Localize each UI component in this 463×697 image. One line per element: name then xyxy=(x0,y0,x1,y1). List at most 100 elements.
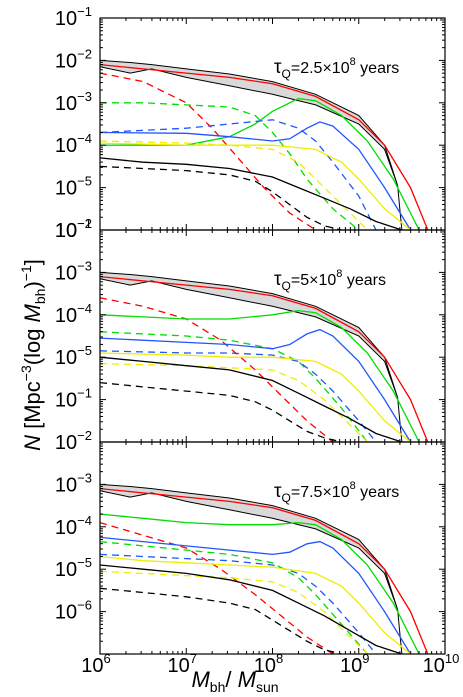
panel-1: 10−110−210−310−410−510−1τQ=2.5×108 years xyxy=(55,4,446,242)
x-tick-label-base: 10 xyxy=(81,655,103,677)
y-tick-label: 10−5 xyxy=(55,555,92,581)
y-tick-label-base: 10 xyxy=(55,220,77,242)
y-tick-label-base: 10 xyxy=(55,135,77,157)
series-line-3 xyxy=(100,309,420,442)
y-tick-label-base: 10 xyxy=(55,432,77,454)
series-line-8 xyxy=(100,140,368,230)
series-line-3 xyxy=(100,513,420,654)
series-line-7 xyxy=(100,555,411,654)
y-tick-label-base: 10 xyxy=(55,262,77,284)
y-tick-label-exp: −3 xyxy=(77,89,92,104)
annotation-exp: 8 xyxy=(350,56,356,68)
series-line-6 xyxy=(100,553,377,654)
y-tick-label-base: 10 xyxy=(55,390,77,412)
y-tick-label-exp: −3 xyxy=(77,470,92,485)
series-line-3 xyxy=(100,97,420,230)
x-axis-label: Mbh/ Msun xyxy=(191,667,278,695)
series-line-4 xyxy=(100,540,368,654)
y-tick-label: 10−3 xyxy=(55,89,92,115)
y-axis-label: N [Mpc−3(log Mbh)−1] xyxy=(18,259,48,451)
y-tick-label-exp: −4 xyxy=(77,301,92,316)
y-tick-label-base: 10 xyxy=(55,559,77,581)
plot-area xyxy=(100,483,429,654)
y-tick-label-exp: −4 xyxy=(77,513,92,528)
y-axis-label-n: N xyxy=(20,435,45,451)
x-tick-label: 108 xyxy=(254,651,283,677)
x-tick-label-base: 10 xyxy=(168,655,190,677)
y-tick-label-exp: −2 xyxy=(77,428,92,443)
series-line-1 xyxy=(100,275,429,442)
x-tick-label-exp: 7 xyxy=(190,651,197,666)
x-tick-label-base: 10 xyxy=(423,655,445,677)
series-line-8 xyxy=(100,570,368,654)
series-line-9 xyxy=(100,157,403,230)
panel-annotation: τQ=7.5×108 years xyxy=(274,480,399,505)
annotation-exp: 8 xyxy=(350,480,356,492)
series-line-7 xyxy=(100,352,411,442)
panel-3: 10−210−310−410−510−6τQ=7.5×108 years xyxy=(55,428,446,655)
series-line-2 xyxy=(100,72,316,230)
x-tick-label-base: 10 xyxy=(340,655,362,677)
y-tick-label: 10−3 xyxy=(55,470,92,496)
y-tick-label: 10−4 xyxy=(55,513,92,539)
panel-2: 10−210−310−410−510−1τQ=5×108 years xyxy=(55,216,446,443)
y-tick-label-exp: −2 xyxy=(77,46,92,61)
x-axis-label-sub2: sun xyxy=(256,679,279,695)
y-tick-label-base: 10 xyxy=(55,93,77,115)
annotation-tau: τ xyxy=(274,269,282,290)
y-tick-label-exp: −1 xyxy=(77,4,92,19)
y-tick-label: 10−2 xyxy=(55,46,92,72)
y-tick-label-exp: −5 xyxy=(77,343,92,358)
y-tick-label: 10−5 xyxy=(55,174,92,200)
series-line-6 xyxy=(100,350,377,442)
annotation-sub: Q xyxy=(282,67,291,81)
y-axis-label-close: ) xyxy=(20,281,45,288)
series-line-4 xyxy=(100,102,360,230)
series-line-5 xyxy=(100,536,412,654)
y-tick-label-exp: −5 xyxy=(77,555,92,570)
series-line-9 xyxy=(100,356,403,442)
y-axis-label-exp: −3 xyxy=(18,365,34,381)
series-line-7 xyxy=(100,142,411,230)
y-tick-label: 10−1 xyxy=(55,386,92,412)
y-axis-label-sub: bh xyxy=(32,289,48,305)
annotation-tail: years xyxy=(356,60,400,77)
series-line-10 xyxy=(100,587,342,654)
x-tick-label: 109 xyxy=(340,651,369,677)
x-axis-label-slash: / xyxy=(225,667,237,692)
series-line-2 xyxy=(100,521,334,654)
panel-frame xyxy=(99,441,446,655)
plot-area xyxy=(100,271,429,442)
y-axis-label-exp2: −1 xyxy=(18,265,34,281)
y-tick-label: 10−4 xyxy=(55,131,92,157)
x-tick-label-exp: 10 xyxy=(445,651,459,666)
x-tick-label: 1010 xyxy=(423,651,460,677)
y-tick-label: 10−4 xyxy=(55,301,92,327)
series-line-6 xyxy=(100,119,377,230)
annotation-sub: Q xyxy=(282,491,291,505)
x-tick-label-exp: 8 xyxy=(276,651,283,666)
y-axis-label-m: M xyxy=(20,303,45,322)
series-line-5 xyxy=(100,121,412,230)
y-tick-label-exp: −5 xyxy=(77,174,92,189)
y-tick-label-base: 10 xyxy=(55,517,77,539)
x-tick-label-exp: 9 xyxy=(362,651,369,666)
y-tick-label-base: 10 xyxy=(55,220,77,242)
y-tick-label: 10−1 xyxy=(55,4,92,30)
y-tick-label-exp: −6 xyxy=(77,598,92,613)
annotation-tau: τ xyxy=(274,481,282,502)
y-tick-label-exp: −4 xyxy=(77,131,92,146)
series-line-10 xyxy=(100,381,342,442)
annotation-tail: years xyxy=(342,272,386,289)
series-line-5 xyxy=(100,328,412,442)
annotation-tau: τ xyxy=(274,57,282,78)
y-tick-label-exp: −1 xyxy=(77,216,92,231)
series-line-9 xyxy=(100,564,403,654)
y-tick-label: 10−1 xyxy=(55,216,92,242)
y-tick-label-exp: −2 xyxy=(77,216,92,231)
y-tick-label-base: 10 xyxy=(55,602,77,624)
y-tick-label: 10−2 xyxy=(55,428,92,454)
y-tick-label-base: 10 xyxy=(55,347,77,369)
panel-annotation: τQ=5×108 years xyxy=(274,268,386,293)
